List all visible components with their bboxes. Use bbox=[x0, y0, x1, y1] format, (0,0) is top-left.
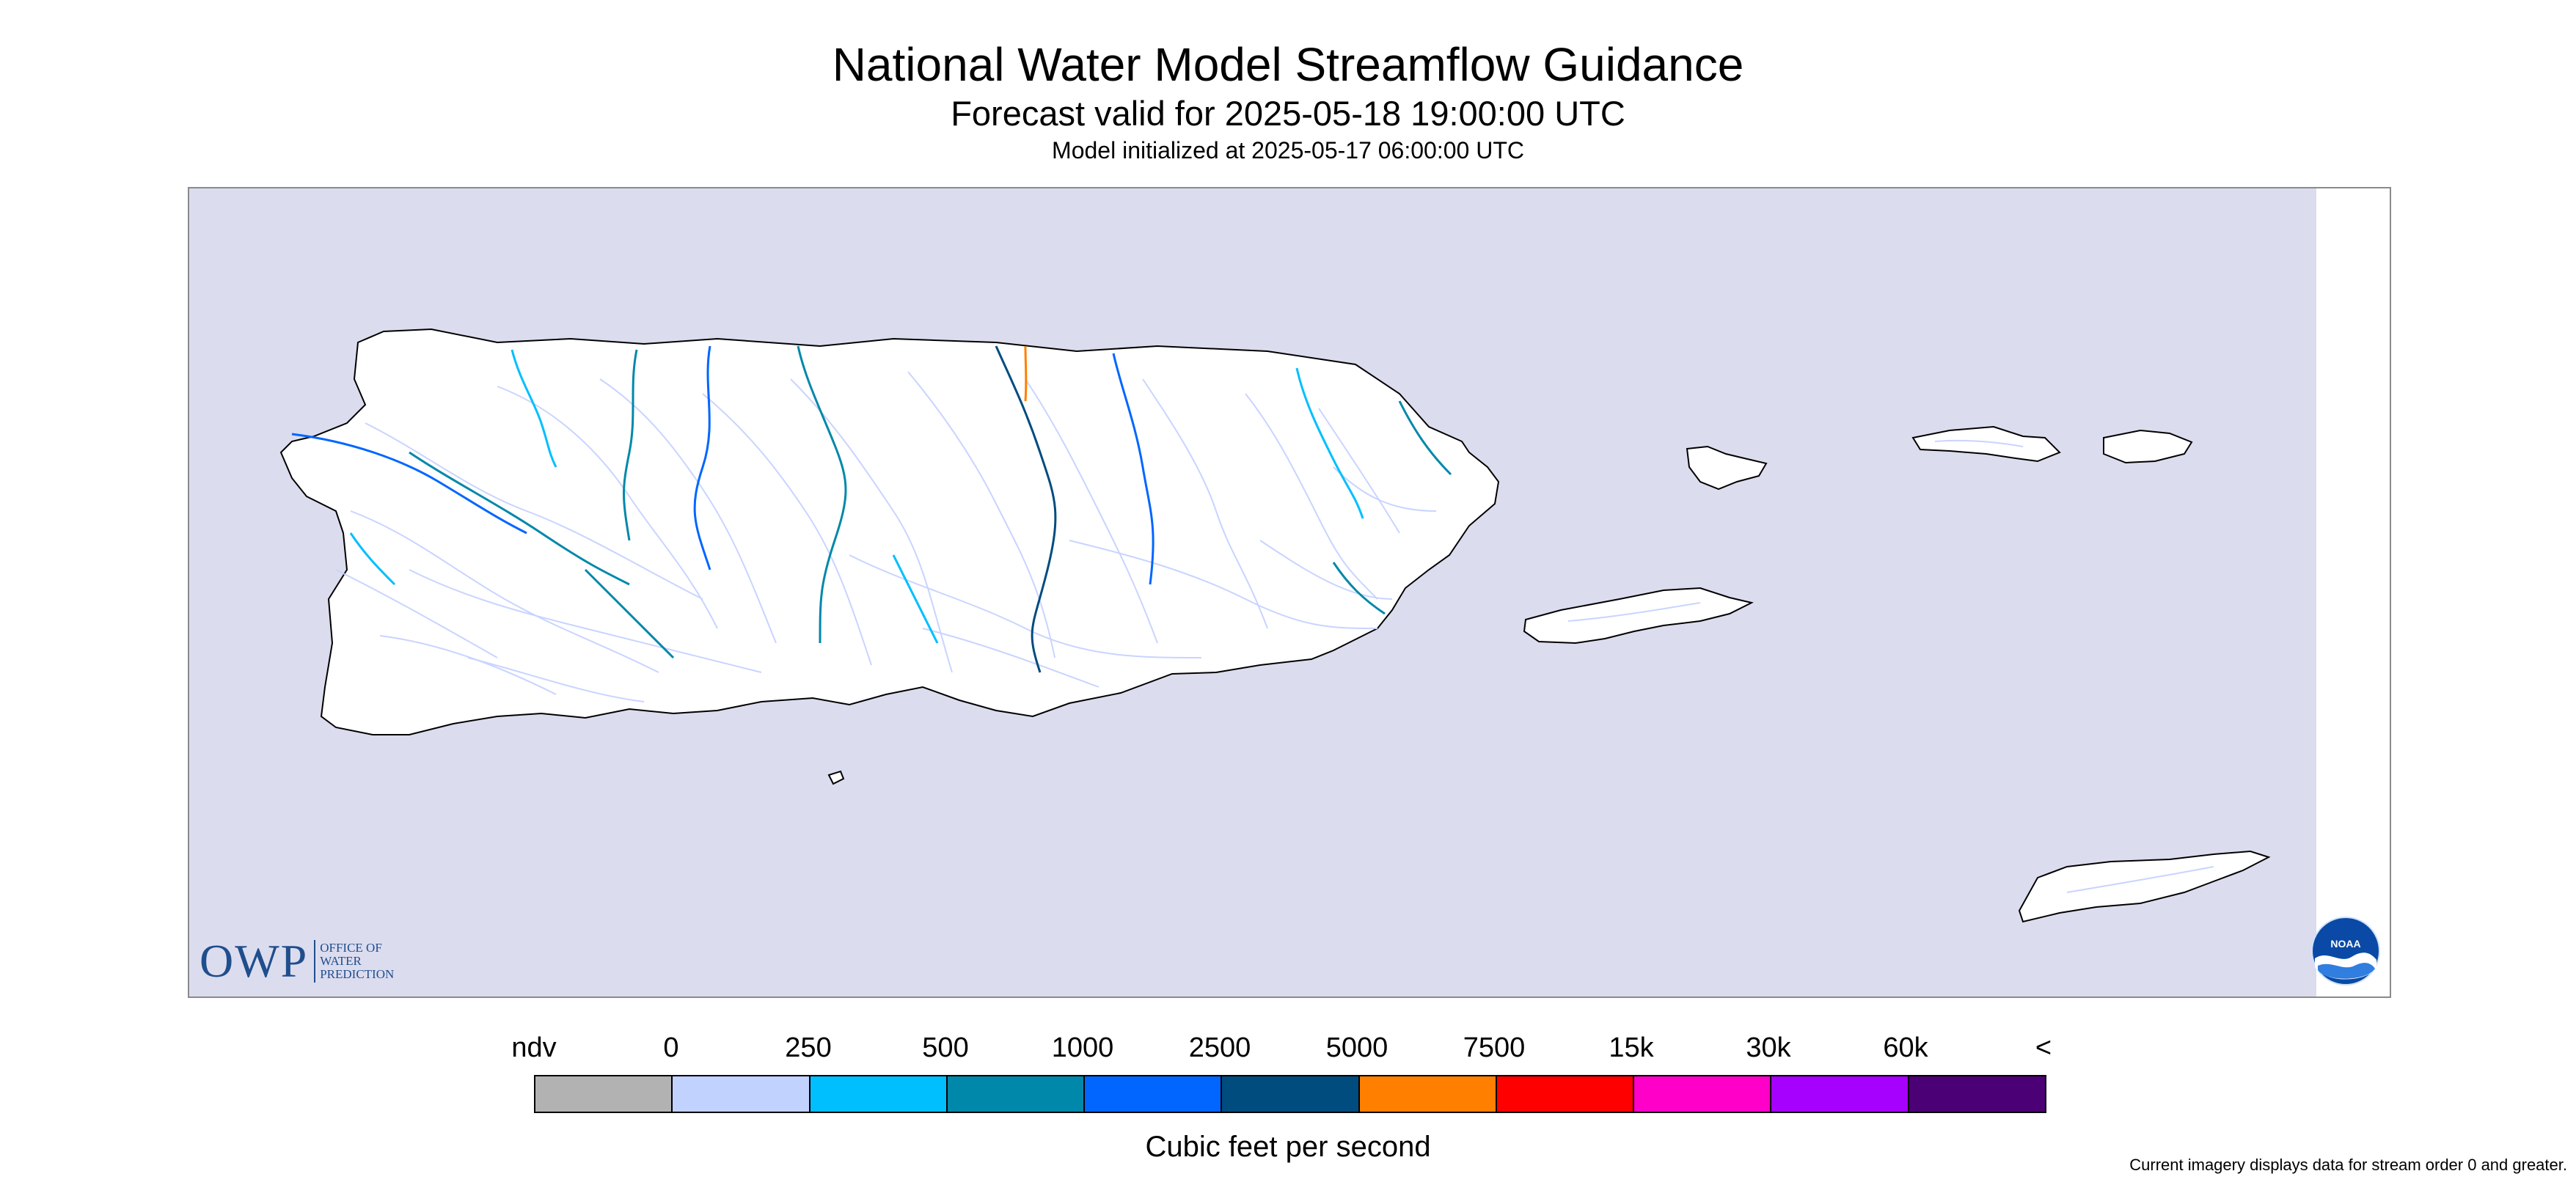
legend-label: 1000 bbox=[1051, 1032, 1114, 1063]
legend-swatch bbox=[947, 1076, 1086, 1112]
legend-label: 15k bbox=[1609, 1032, 1654, 1063]
legend-label: < bbox=[2035, 1032, 2052, 1063]
stream-order-footnote: Current imagery displays data for stream… bbox=[2129, 1156, 2567, 1174]
minor-streams bbox=[335, 371, 2214, 893]
legend-colorbar bbox=[534, 1075, 2046, 1113]
legend-label: 0 bbox=[663, 1032, 679, 1063]
st-john-island bbox=[2103, 429, 2193, 464]
owp-logo-divider bbox=[314, 940, 316, 983]
model-initialized-text: Model initialized at 2025-05-17 06:00:00… bbox=[1052, 137, 1524, 164]
st-croix-island bbox=[2018, 850, 2271, 923]
owp-logo-line-1: OFFICE OF bbox=[320, 941, 382, 955]
st-thomas-island bbox=[1911, 425, 2061, 463]
puerto-rico-island bbox=[279, 328, 1500, 735]
page-title: National Water Model Streamflow Guidance bbox=[832, 38, 1744, 91]
noaa-logo-text: NOAA bbox=[2330, 938, 2361, 950]
owp-logo-words: OFFICE OF WATER PREDICTION bbox=[320, 941, 394, 981]
caja-de-muertos-island bbox=[827, 770, 845, 785]
legend-label: ndv bbox=[511, 1032, 557, 1063]
legend-labels: ndv 0 250 500 1000 2500 5000 7500 15k 30… bbox=[0, 1029, 2576, 1071]
legend-label: 2500 bbox=[1188, 1032, 1251, 1063]
legend-units-label: Cubic feet per second bbox=[1145, 1131, 1431, 1163]
culebra-island bbox=[1686, 445, 1768, 491]
legend-swatch bbox=[1496, 1076, 1635, 1112]
legend-swatch bbox=[1909, 1076, 2045, 1112]
noaa-emblem-icon bbox=[2311, 917, 2380, 985]
map-canvas bbox=[279, 328, 2271, 923]
legend-label: 250 bbox=[785, 1032, 832, 1063]
forecast-valid-subtitle: Forecast valid for 2025-05-18 19:00:00 U… bbox=[951, 94, 1625, 133]
owp-logo-line-3: PREDICTION bbox=[320, 967, 395, 981]
noaa-logo: NOAA bbox=[2310, 916, 2381, 986]
owp-logo-mark: OWP bbox=[200, 935, 309, 987]
legend-swatch bbox=[810, 1076, 948, 1112]
map-panel: OWP OFFICE OF WATER PREDICTION NOAA bbox=[188, 187, 2391, 998]
owp-logo-line-2: WATER bbox=[320, 954, 362, 968]
legend-swatch bbox=[673, 1076, 811, 1112]
legend-swatch bbox=[1771, 1076, 1909, 1112]
legend-label: 60k bbox=[1883, 1032, 1928, 1063]
legend-swatch bbox=[1359, 1076, 1497, 1112]
owp-logo: OWP OFFICE OF WATER PREDICTION bbox=[200, 936, 394, 986]
legend-swatch bbox=[1085, 1076, 1223, 1112]
legend-label: 30k bbox=[1746, 1032, 1791, 1063]
legend-label: 5000 bbox=[1325, 1032, 1388, 1063]
legend-label: 7500 bbox=[1463, 1032, 1526, 1063]
major-streams bbox=[291, 345, 1452, 673]
legend-label: 500 bbox=[922, 1032, 969, 1063]
legend-swatch bbox=[1634, 1076, 1772, 1112]
legend-swatch bbox=[1222, 1076, 1360, 1112]
legend-swatch bbox=[535, 1076, 673, 1112]
vieques-island bbox=[1523, 587, 1754, 645]
